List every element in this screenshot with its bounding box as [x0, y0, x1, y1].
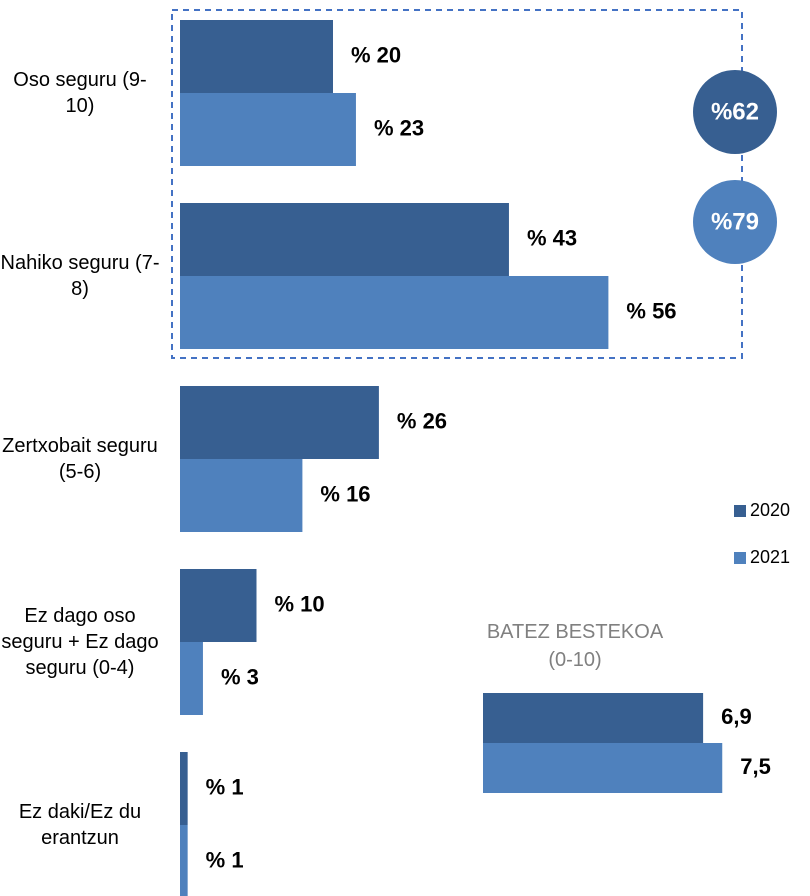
- data-label: % 43: [527, 225, 577, 250]
- data-label: 7,5: [740, 754, 771, 779]
- category-label: Oso seguru (9-10): [13, 69, 147, 117]
- bar: [180, 752, 188, 825]
- highlight-box: [171, 9, 743, 359]
- data-label: % 26: [397, 408, 447, 433]
- legend-label: 2021: [750, 547, 790, 567]
- total-label: %62: [711, 98, 759, 125]
- legend-label: 2020: [750, 500, 790, 520]
- bar: [483, 743, 723, 793]
- bar: [180, 642, 203, 715]
- data-label: % 1: [206, 847, 244, 872]
- data-label: % 1: [206, 774, 244, 799]
- data-label: % 23: [374, 115, 424, 140]
- bar: [483, 693, 704, 743]
- bar: [180, 276, 609, 349]
- legend-swatch: [734, 552, 746, 564]
- data-label: 6,9: [721, 704, 752, 729]
- total-label: %79: [711, 208, 759, 235]
- total-circle: [693, 70, 777, 154]
- category-label: Nahiko seguru (7-8): [0, 252, 160, 300]
- data-label: % 16: [320, 481, 370, 506]
- data-label: % 20: [351, 42, 401, 67]
- data-label: % 56: [626, 298, 676, 323]
- data-label: % 3: [221, 664, 259, 689]
- category-label: Ez daki/Ez du erantzun: [18, 801, 142, 849]
- bar: [180, 93, 356, 166]
- legend-swatch: [734, 505, 746, 517]
- bar: [180, 20, 333, 93]
- data-label: % 10: [275, 591, 325, 616]
- category-label: Zertxobait seguru (5-6): [2, 435, 158, 483]
- average-title: BATEZ BESTEKOA (0-10): [486, 621, 664, 671]
- bar: [180, 203, 509, 276]
- total-circle: [693, 180, 777, 264]
- bar: [180, 386, 379, 459]
- category-label: Ez dago oso seguru + Ez dago seguru (0-4…: [1, 605, 159, 679]
- bar: [180, 825, 188, 896]
- bar: [180, 569, 257, 642]
- bar: [180, 459, 303, 532]
